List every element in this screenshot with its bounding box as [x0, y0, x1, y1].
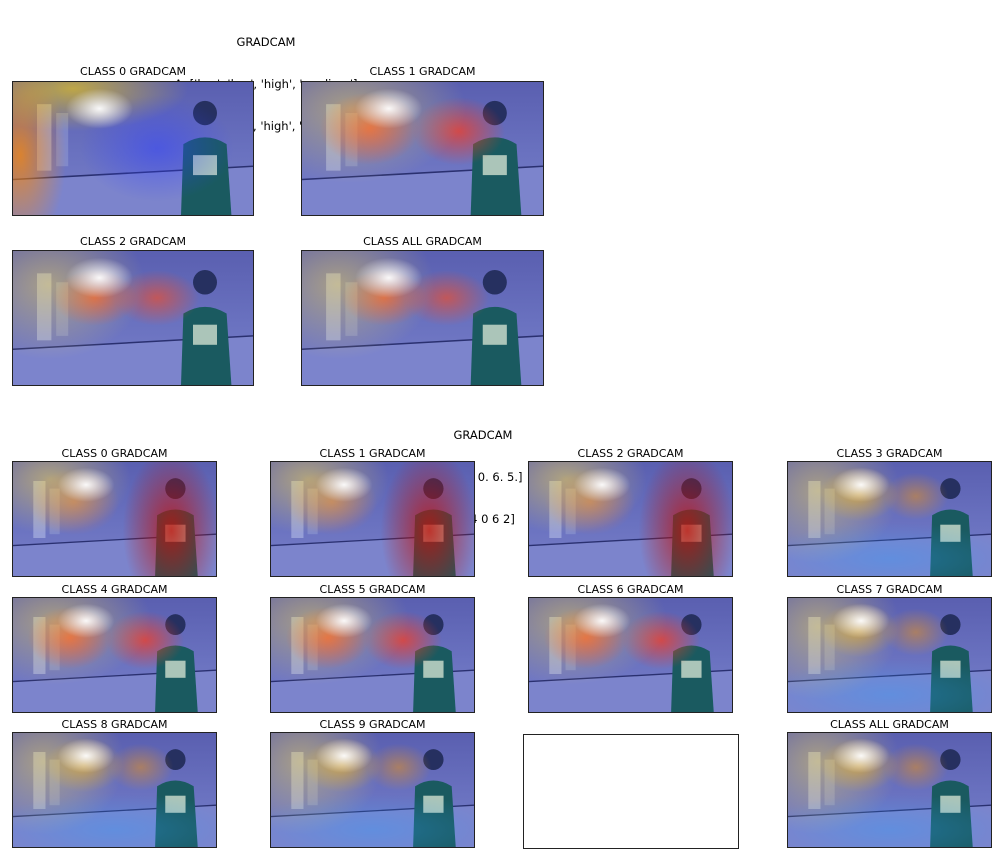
- panel-title: CLASS 2 GRADCAM: [80, 235, 186, 248]
- figure-b-panel-0: CLASS 0 GRADCAM: [12, 447, 217, 577]
- figure-a-panel-3: CLASS ALL GRADCAM: [301, 235, 544, 386]
- panel-title: CLASS 8 GRADCAM: [61, 718, 168, 731]
- figure-b-panel-7: CLASS 7 GRADCAM: [787, 583, 992, 713]
- figure-b-panel-8: CLASS 8 GRADCAM: [12, 718, 217, 848]
- panel-title: CLASS 0 GRADCAM: [61, 447, 168, 460]
- figure-b-panel-10: [523, 718, 739, 849]
- panel-title: CLASS ALL GRADCAM: [363, 235, 482, 248]
- gradcam-overlay: [271, 598, 474, 712]
- panel-title: CLASS 5 GRADCAM: [319, 583, 426, 596]
- gradcam-image: [528, 597, 733, 713]
- figure-b-panel-1: CLASS 1 GRADCAM: [270, 447, 475, 577]
- panel-title: CLASS 2 GRADCAM: [577, 447, 684, 460]
- figure-a-title: GRADCAM: [236, 35, 296, 49]
- gradcam-image: [12, 461, 217, 577]
- panel-title: CLASS 3 GRADCAM: [836, 447, 943, 460]
- gradcam-overlay: [788, 733, 991, 847]
- gradcam-overlay: [13, 733, 216, 847]
- gradcam-image: [270, 732, 475, 848]
- figure-b-panel-9: CLASS 9 GRADCAM: [270, 718, 475, 848]
- panel-title: CLASS ALL GRADCAM: [830, 718, 949, 731]
- gradcam-overlay: [302, 251, 543, 385]
- figure-b-title: GRADCAM: [453, 428, 513, 442]
- figure-b-panel-2: CLASS 2 GRADCAM: [528, 447, 733, 577]
- figure-b-panel-11: CLASS ALL GRADCAM: [787, 718, 992, 848]
- gradcam-overlay: [13, 598, 216, 712]
- gradcam-image: [12, 250, 254, 386]
- gradcam-overlay: [13, 82, 253, 215]
- gradcam-overlay: [529, 462, 732, 576]
- gradcam-image: [12, 81, 254, 216]
- panel-title: CLASS 6 GRADCAM: [577, 583, 684, 596]
- gradcam-overlay: [788, 598, 991, 712]
- figure-b-panel-3: CLASS 3 GRADCAM: [787, 447, 992, 577]
- panel-title: CLASS 0 GRADCAM: [80, 65, 186, 78]
- gradcam-overlay: [13, 251, 253, 385]
- gradcam-image: [301, 81, 544, 216]
- gradcam-image: [528, 461, 733, 577]
- figure-b-panel-6: CLASS 6 GRADCAM: [528, 583, 733, 713]
- gradcam-image: [12, 732, 217, 848]
- figure-a-panel-0: CLASS 0 GRADCAM: [12, 65, 254, 216]
- gradcam-overlay: [788, 462, 991, 576]
- figure-a-panel-1: CLASS 1 GRADCAM: [301, 65, 544, 216]
- panel-title: CLASS 1 GRADCAM: [369, 65, 476, 78]
- gradcam-image: [787, 461, 992, 577]
- gradcam-overlay: [13, 462, 216, 576]
- gradcam-image: [270, 461, 475, 577]
- gradcam-image: [301, 250, 544, 386]
- gradcam-overlay: [271, 462, 474, 576]
- panel-title: CLASS 4 GRADCAM: [61, 583, 168, 596]
- figure-b-panel-5: CLASS 5 GRADCAM: [270, 583, 475, 713]
- panel-title: CLASS 9 GRADCAM: [319, 718, 426, 731]
- figure-a-panel-2: CLASS 2 GRADCAM: [12, 235, 254, 386]
- gradcam-overlay: [302, 82, 543, 215]
- gradcam-image: [270, 597, 475, 713]
- panel-title: CLASS 1 GRADCAM: [319, 447, 426, 460]
- gradcam-overlay: [271, 733, 474, 847]
- empty-axes: [523, 734, 739, 849]
- gradcam-image: [12, 597, 217, 713]
- panel-title: CLASS 7 GRADCAM: [836, 583, 943, 596]
- gradcam-image: [787, 597, 992, 713]
- gradcam-overlay: [529, 598, 732, 712]
- figure-b-panel-4: CLASS 4 GRADCAM: [12, 583, 217, 713]
- gradcam-image: [787, 732, 992, 848]
